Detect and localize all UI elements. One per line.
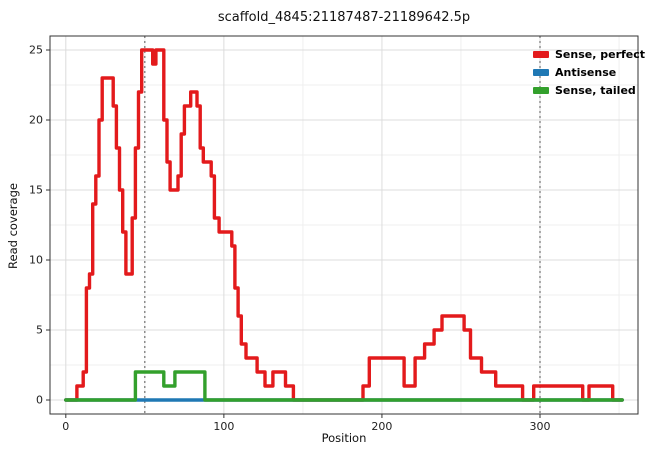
svg-text:5: 5 [36,324,43,337]
svg-text:25: 25 [29,44,43,57]
legend-label-sense-tailed: Sense, tailed [555,84,636,97]
svg-text:0: 0 [62,420,69,433]
y-axis-label: Read coverage [6,183,20,269]
legend-swatch-sense-perfect [533,51,549,58]
x-axis-label: Position [321,431,367,445]
svg-text:0: 0 [36,394,43,407]
svg-text:10: 10 [29,254,43,267]
legend-label-antisense: Antisense [555,66,617,79]
legend-item-sense-perfect: Sense, perfect [533,48,645,61]
svg-text:20: 20 [29,114,43,127]
svg-text:100: 100 [213,420,234,433]
chart-title: scaffold_4845:21187487-21189642.5p [217,10,471,25]
chart-legend: Sense, perfect Antisense Sense, tailed [533,48,645,102]
legend-item-antisense: Antisense [533,66,645,79]
legend-swatch-sense-tailed [533,87,549,94]
legend-item-sense-tailed: Sense, tailed [533,84,645,97]
legend-swatch-antisense [533,69,549,76]
svg-text:300: 300 [530,420,551,433]
svg-text:15: 15 [29,184,43,197]
svg-text:200: 200 [371,420,392,433]
legend-label-sense-perfect: Sense, perfect [555,48,646,61]
